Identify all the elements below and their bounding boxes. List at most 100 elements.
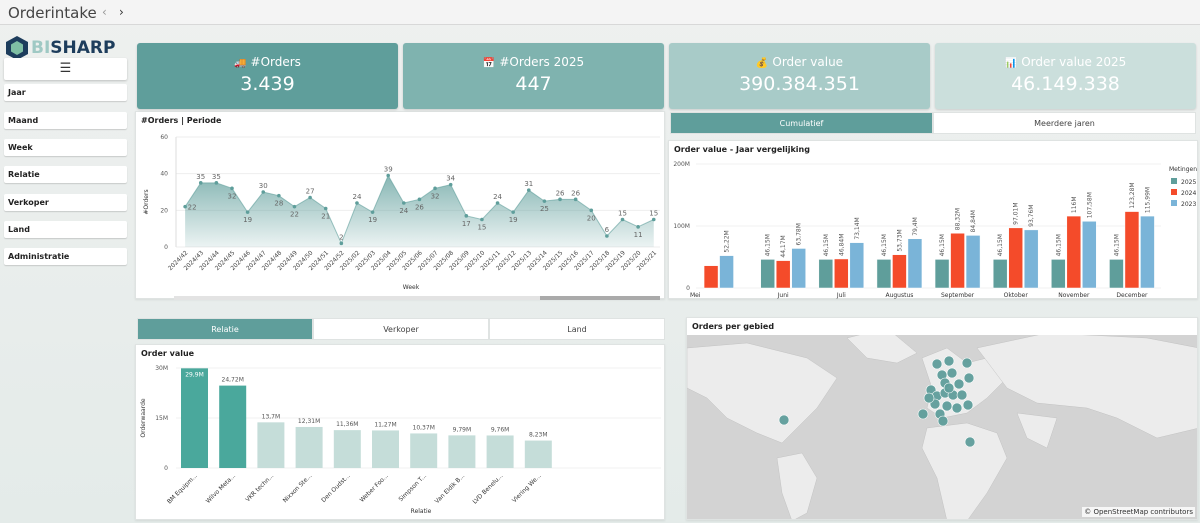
filter-week[interactable]: Week bbox=[4, 139, 127, 156]
bar-value-label: 63,78M bbox=[796, 223, 803, 245]
forward-button[interactable]: › bbox=[119, 5, 124, 19]
kpi-label: 💰 Order value bbox=[669, 55, 930, 69]
data-point bbox=[651, 217, 656, 222]
data-label: 24 bbox=[493, 193, 502, 201]
bar bbox=[486, 435, 514, 468]
map-marker[interactable] bbox=[943, 382, 955, 394]
data-point bbox=[464, 214, 469, 218]
data-label: 34 bbox=[446, 175, 455, 183]
bar bbox=[257, 422, 285, 468]
filter-relatie[interactable]: Relatie bbox=[4, 166, 127, 183]
map-marker[interactable] bbox=[937, 415, 949, 427]
data-label: 22 bbox=[188, 204, 197, 212]
bar-2023 bbox=[791, 248, 806, 289]
filter-jaar[interactable]: Jaar bbox=[4, 84, 127, 101]
data-label: 24 bbox=[352, 193, 361, 201]
map-marker[interactable] bbox=[962, 399, 974, 411]
data-point bbox=[636, 225, 640, 229]
map-marker[interactable] bbox=[953, 378, 965, 390]
data-label: 20 bbox=[587, 214, 596, 222]
map-marker[interactable] bbox=[923, 392, 935, 404]
bar-value-label: 11,36M bbox=[336, 421, 358, 428]
x-tick-label: December bbox=[1116, 292, 1148, 299]
tab-land[interactable]: Land bbox=[489, 318, 665, 340]
map-marker[interactable] bbox=[931, 358, 943, 370]
bar-value-label: 84,84M bbox=[970, 210, 977, 232]
map-marker[interactable] bbox=[951, 402, 963, 414]
data-point bbox=[370, 210, 375, 214]
data-point bbox=[495, 201, 500, 205]
y-tick-label: 60 bbox=[160, 134, 168, 141]
logo-text-sharp: SHARP bbox=[50, 38, 116, 58]
map-panel[interactable]: Orders per gebied © OpenStreetMap contri… bbox=[686, 317, 1198, 520]
x-tick-label: Juni bbox=[777, 292, 789, 299]
bar-2023 bbox=[849, 242, 865, 289]
land-shape bbox=[687, 342, 838, 444]
chart-title: #Orders | Periode bbox=[141, 116, 222, 125]
filter-land[interactable]: Land bbox=[4, 221, 127, 238]
map-marker[interactable] bbox=[946, 367, 958, 379]
map-marker[interactable] bbox=[964, 436, 976, 448]
bar-2024 bbox=[703, 265, 719, 289]
kpi-label: 🚚 #Orders bbox=[137, 55, 398, 69]
bar-value-label: 97,01M bbox=[1013, 202, 1020, 224]
scrollbar-thumb[interactable] bbox=[540, 296, 660, 300]
data-label: 2 bbox=[339, 233, 343, 241]
relatie-bar-chart: 0 15M 30M 29,9M BM Equipm... 24,72M Wilvo Meta… bbox=[140, 365, 661, 515]
chart-title: Order value bbox=[141, 349, 195, 358]
data-point bbox=[323, 206, 328, 211]
data-label: 26 bbox=[556, 189, 565, 197]
data-label: 15 bbox=[649, 210, 658, 218]
bar-value-label: 46,84M bbox=[838, 234, 845, 256]
tab-verkoper[interactable]: Verkoper bbox=[313, 318, 489, 340]
data-label: 19 bbox=[368, 216, 377, 224]
map-marker[interactable] bbox=[963, 372, 975, 384]
data-label: 26 bbox=[571, 189, 580, 197]
map-marker[interactable] bbox=[961, 357, 973, 369]
bar-2025 bbox=[1051, 259, 1066, 289]
legend-label: 2025 bbox=[1181, 179, 1196, 186]
map-marker[interactable] bbox=[917, 408, 929, 420]
bar-value-label: 93,76M bbox=[1028, 205, 1035, 227]
x-tick-label: Den Oudst... bbox=[320, 472, 352, 504]
tab-relatie[interactable]: Relatie bbox=[137, 318, 313, 340]
map-marker[interactable] bbox=[778, 414, 790, 426]
map-marker[interactable] bbox=[956, 389, 968, 401]
logo: BISHARP bbox=[6, 35, 130, 61]
kpi-card: 📊 Order value 2025 46.149.338 bbox=[935, 43, 1196, 109]
bar-2024 bbox=[1008, 227, 1023, 289]
legend-label: 2024 bbox=[1181, 190, 1196, 197]
bar-value-label: 9,79M bbox=[453, 426, 472, 433]
kpi-card: 🚚 #Orders 3.439 bbox=[137, 43, 398, 109]
bar-2024 bbox=[834, 258, 849, 289]
data-point bbox=[339, 241, 344, 246]
map-attribution[interactable]: © OpenStreetMap contributors bbox=[1082, 507, 1195, 517]
bar-chart-icon: 📊 bbox=[1004, 58, 1018, 69]
bar-2023 bbox=[907, 238, 923, 289]
filter-maand[interactable]: Maand bbox=[4, 112, 127, 129]
kpi-title: #Orders 2025 bbox=[499, 55, 585, 69]
map-marker[interactable] bbox=[941, 400, 953, 412]
bar-value-label: 10,37M bbox=[413, 424, 435, 431]
bar-2025 bbox=[934, 259, 950, 289]
world-map[interactable] bbox=[687, 318, 1198, 520]
legend-label: 2023 bbox=[1181, 201, 1196, 208]
data-label: 30 bbox=[259, 182, 268, 190]
data-label: 15 bbox=[477, 224, 486, 232]
data-point bbox=[605, 234, 609, 238]
back-button[interactable]: ‹ bbox=[102, 5, 107, 19]
x-tick-label: Juli bbox=[836, 292, 846, 299]
filter-verkoper[interactable]: Verkoper bbox=[4, 194, 127, 211]
kpi-title: Order value 2025 bbox=[1021, 55, 1127, 69]
kpi-value: 447 bbox=[515, 73, 552, 95]
bar-2024 bbox=[1124, 211, 1140, 289]
bar-2025 bbox=[876, 259, 892, 289]
menu-button[interactable]: ☰ bbox=[4, 58, 127, 80]
x-tick-label: BM Equipm... bbox=[166, 472, 199, 505]
bar-value-label: 107,58M bbox=[1086, 192, 1093, 218]
map-marker[interactable] bbox=[943, 355, 955, 367]
filter-administratie[interactable]: Administratie bbox=[4, 248, 127, 265]
tab-meerdere-jaren[interactable]: Meerdere jaren bbox=[933, 112, 1196, 134]
x-tick-label: November bbox=[1058, 292, 1090, 299]
tab-cumulatief[interactable]: Cumulatief bbox=[670, 112, 933, 134]
